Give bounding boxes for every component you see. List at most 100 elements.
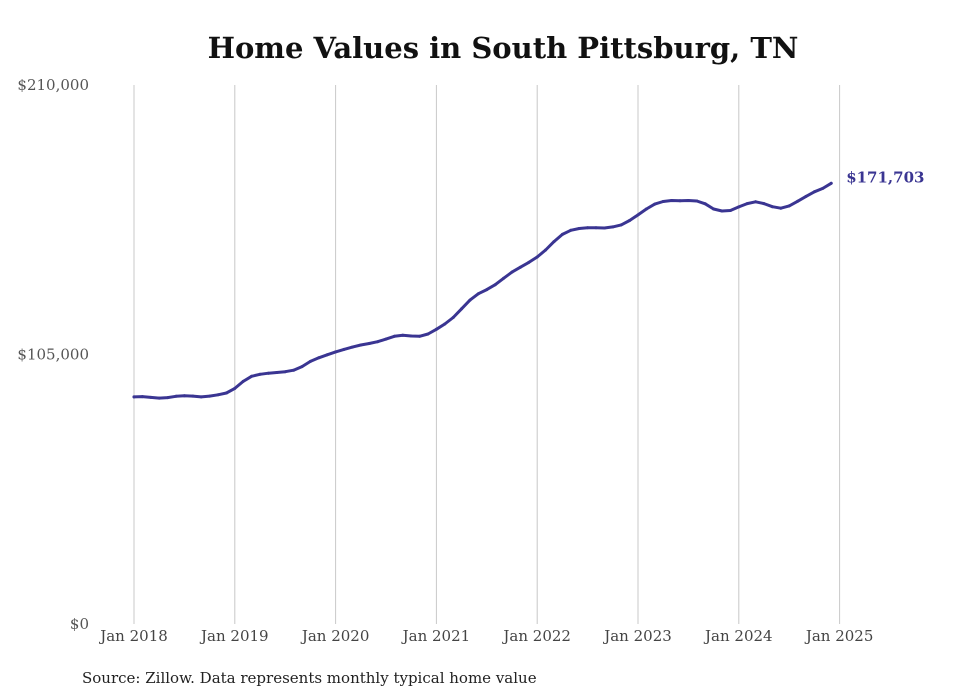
- data-point: [460, 307, 464, 311]
- series-layer: [132, 181, 833, 400]
- data-point: [140, 395, 144, 399]
- data-point: [300, 365, 304, 369]
- y-tick-label: $105,000: [17, 346, 89, 364]
- data-point: [611, 225, 615, 229]
- x-tick-label: Jan 2021: [401, 627, 471, 645]
- data-point: [594, 226, 598, 230]
- data-point: [535, 255, 539, 259]
- data-point: [493, 283, 497, 287]
- y-tick-label: $210,000: [17, 76, 89, 94]
- end-value-label: $171,703: [846, 168, 924, 186]
- source-note: Source: Zillow. Data represents monthly …: [82, 669, 537, 687]
- data-point: [678, 199, 682, 203]
- data-point: [266, 371, 270, 375]
- data-point: [376, 340, 380, 344]
- data-point: [157, 396, 161, 400]
- data-point: [149, 395, 153, 399]
- data-point: [712, 207, 716, 211]
- data-point: [502, 276, 506, 280]
- data-point: [544, 248, 548, 252]
- data-point: [686, 199, 690, 202]
- data-point: [779, 206, 783, 210]
- x-tick-label: Jan 2019: [199, 627, 269, 645]
- y-axis-ticks: $0 $105,000 $210,000: [17, 76, 89, 633]
- grid-lines: [133, 85, 841, 624]
- data-point: [224, 391, 228, 395]
- data-point: [829, 181, 833, 185]
- data-point: [426, 332, 430, 336]
- data-point: [384, 337, 388, 341]
- data-point: [821, 186, 825, 190]
- data-point: [628, 219, 632, 222]
- data-point: [762, 202, 766, 206]
- data-point: [342, 347, 346, 351]
- data-point: [292, 368, 296, 372]
- data-point: [602, 226, 606, 230]
- data-point: [182, 394, 186, 398]
- data-point: [812, 190, 816, 194]
- data-point: [367, 342, 371, 345]
- data-point: [174, 394, 178, 398]
- data-point: [418, 334, 422, 338]
- data-point: [434, 327, 438, 331]
- data-point: [334, 350, 338, 354]
- data-point: [670, 199, 674, 202]
- x-tick-label: Jan 2018: [98, 627, 168, 645]
- data-point: [586, 226, 590, 230]
- data-point: [216, 393, 220, 397]
- x-tick-label: Jan 2022: [501, 627, 571, 645]
- data-point: [241, 379, 245, 383]
- x-tick-label: Jan 2024: [703, 627, 773, 645]
- data-point: [199, 395, 203, 399]
- data-point: [560, 232, 564, 236]
- data-point: [476, 292, 480, 296]
- data-point: [166, 396, 170, 400]
- data-point: [468, 298, 472, 302]
- data-point: [233, 386, 237, 390]
- data-point: [510, 270, 514, 274]
- data-point: [443, 322, 447, 326]
- data-point: [728, 209, 732, 212]
- x-tick-label: Jan 2020: [300, 627, 370, 645]
- data-point: [695, 199, 699, 203]
- data-point: [770, 205, 774, 209]
- data-point: [409, 334, 413, 338]
- data-point: [325, 353, 329, 357]
- x-tick-label: Jan 2025: [804, 627, 874, 645]
- data-point: [644, 207, 648, 211]
- data-point: [518, 265, 522, 269]
- data-point: [552, 240, 556, 244]
- data-point: [569, 228, 573, 232]
- data-point: [250, 374, 254, 378]
- data-point: [796, 199, 800, 203]
- data-point: [703, 202, 707, 206]
- chart-title: Home Values in South Pittsburg, TN: [208, 31, 799, 65]
- data-point: [451, 316, 455, 319]
- x-axis-ticks: Jan 2018 Jan 2019 Jan 2020 Jan 2021 Jan 2022…: [98, 627, 873, 645]
- data-point: [745, 202, 749, 206]
- series-line: [132, 181, 833, 400]
- data-point: [636, 213, 640, 217]
- y-tick-label: $0: [70, 615, 89, 633]
- data-point: [283, 370, 287, 374]
- data-point: [661, 200, 665, 203]
- data-point: [392, 334, 396, 338]
- data-point: [804, 194, 808, 198]
- data-point: [208, 394, 212, 398]
- data-point: [401, 333, 405, 337]
- data-point: [653, 202, 657, 206]
- data-point: [359, 343, 363, 347]
- data-point: [577, 227, 581, 230]
- data-point: [191, 394, 195, 398]
- x-tick-label: Jan 2023: [602, 627, 672, 645]
- data-point: [258, 372, 262, 376]
- data-point: [720, 209, 724, 213]
- data-point: [132, 395, 136, 399]
- data-point: [317, 356, 321, 360]
- data-point: [619, 223, 623, 227]
- data-point: [308, 359, 312, 363]
- data-point: [787, 204, 791, 208]
- data-point: [527, 260, 531, 264]
- data-point: [754, 200, 758, 204]
